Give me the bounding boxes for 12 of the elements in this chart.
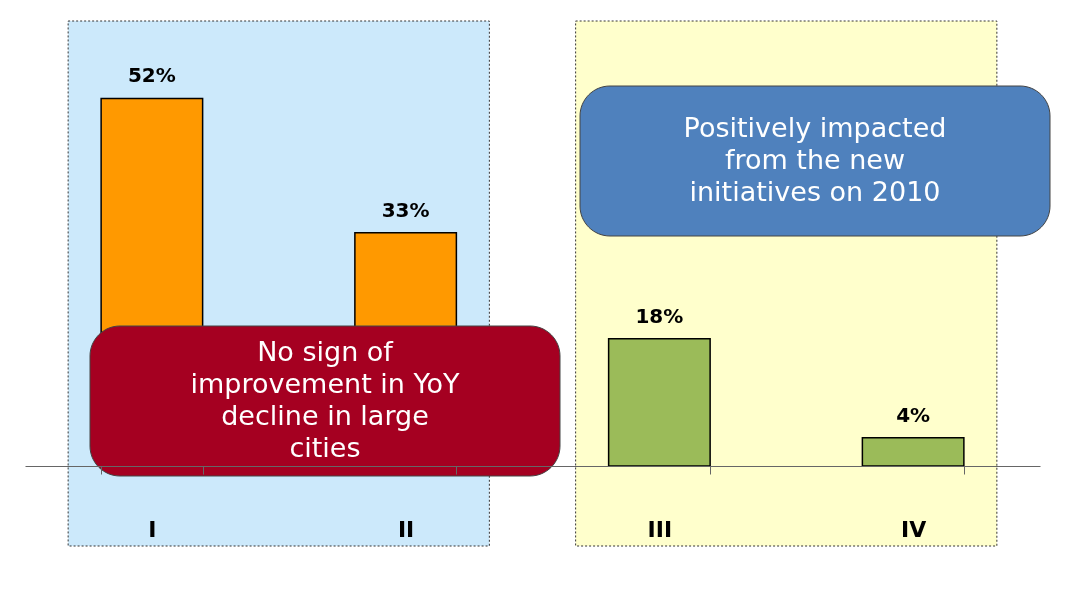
bar bbox=[607, 338, 711, 467]
x-tick-label: III bbox=[647, 516, 673, 542]
data-label: 18% bbox=[635, 303, 684, 328]
annotation: No sign of improvement in YoY decline in large cities bbox=[190, 336, 460, 463]
x-tick-label: I bbox=[148, 516, 157, 542]
x-tick-label: II bbox=[397, 516, 415, 542]
data-label: 4% bbox=[896, 402, 931, 427]
annotation: Positively impacted from the new initiatives on 2010 bbox=[683, 112, 947, 207]
data-label: 52% bbox=[127, 63, 176, 88]
data-label: 33% bbox=[381, 197, 430, 222]
bar bbox=[861, 436, 965, 467]
x-tick-label: IV bbox=[901, 516, 927, 542]
